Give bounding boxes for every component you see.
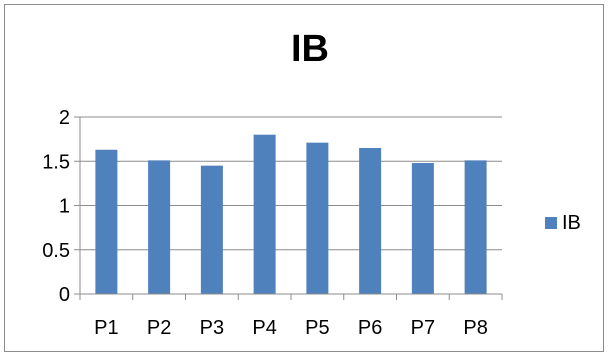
x-tick-label: P3 — [200, 317, 224, 339]
y-tick-label: 0.5 — [42, 240, 70, 262]
legend-swatch — [545, 217, 557, 229]
bar-p2 — [148, 160, 171, 294]
y-tick-label: 0 — [59, 284, 70, 306]
x-tick-label: P1 — [94, 317, 118, 339]
axes — [74, 116, 503, 300]
bars — [95, 134, 487, 294]
y-tick-label: 2 — [59, 107, 70, 129]
x-tick-label: P2 — [147, 317, 171, 339]
x-tick-label: P6 — [358, 317, 382, 339]
gridlines — [80, 116, 502, 251]
bar-p5 — [306, 142, 329, 294]
x-tick-label: P7 — [411, 317, 435, 339]
x-tick-label: P8 — [463, 317, 487, 339]
bar-p8 — [464, 160, 487, 294]
bar-p6 — [359, 147, 382, 294]
tick-labels: 0 0.5 1 1.5 2 P1 P2 P3 P4 P5 P6 P7 P8 — [42, 107, 488, 339]
bar-p4 — [253, 134, 276, 294]
legend-label: IB — [562, 212, 581, 234]
bar-p3 — [200, 165, 223, 294]
bar-p7 — [411, 163, 434, 294]
legend: IB — [545, 212, 581, 234]
x-tick-label: P4 — [252, 317, 276, 339]
x-tick-label: P5 — [305, 317, 329, 339]
y-tick-label: 1 — [59, 196, 70, 218]
bar-p1 — [95, 149, 118, 294]
y-tick-label: 1.5 — [42, 151, 70, 173]
chart-title: IB — [291, 28, 329, 70]
